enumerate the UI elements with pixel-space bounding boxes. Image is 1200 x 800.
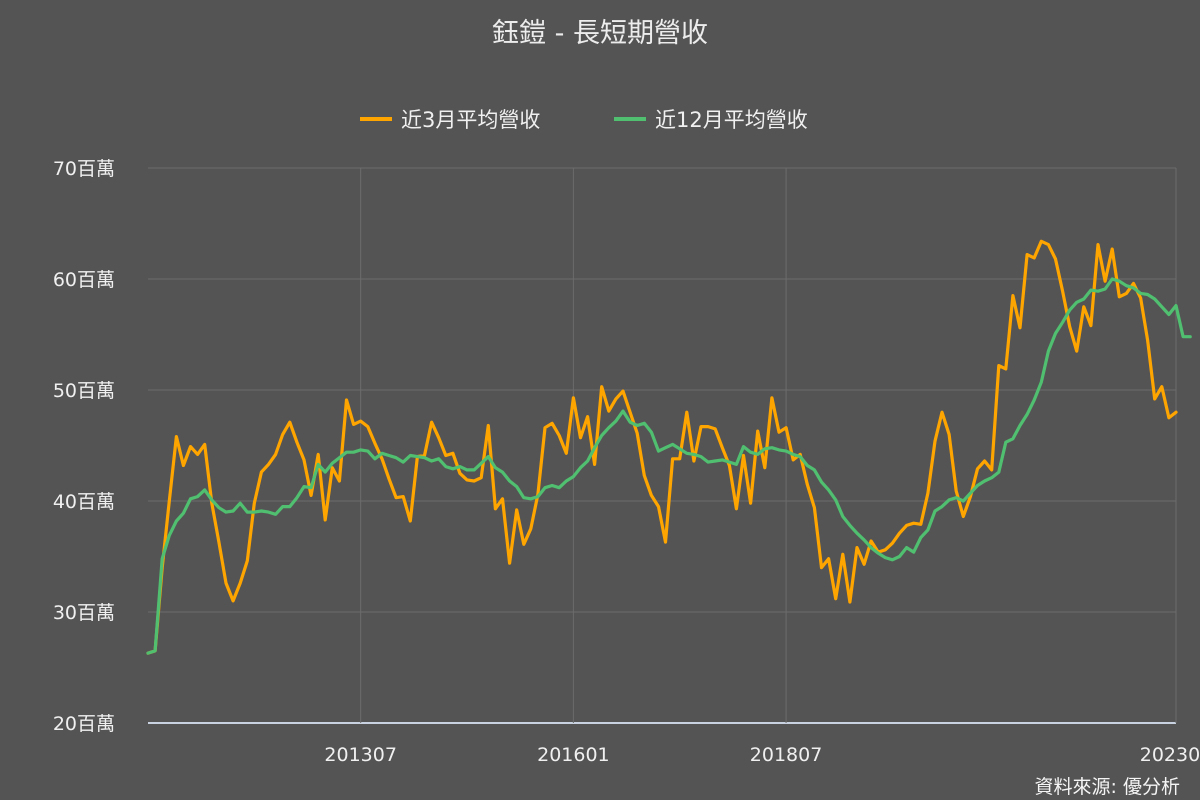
x-tick-label: 201601	[537, 744, 610, 766]
y-tick-label: 60百萬	[53, 269, 115, 291]
legend-label-12m: 近12月平均營收	[655, 108, 808, 132]
y-tick-label: 30百萬	[53, 602, 115, 624]
y-tick-label: 40百萬	[53, 491, 115, 513]
x-tick-label: 201307	[324, 744, 397, 766]
x-tick-label: 202302	[1140, 744, 1200, 766]
chart-title: 鈺鎧 - 長短期營收	[492, 18, 708, 49]
series-line-3m-average	[146, 239, 1178, 655]
y-tick-label: 50百萬	[53, 380, 115, 402]
series-line-12m-average	[146, 277, 1192, 655]
y-axis-tick-labels: 70百萬 60百萬 50百萬 40百萬 30百萬 20百萬	[53, 158, 115, 735]
grid-lines	[148, 167, 1177, 724]
legend-label-3m: 近3月平均營收	[401, 108, 540, 132]
series-lines	[146, 239, 1192, 655]
data-source-note: 資料來源: 優分析	[1035, 776, 1180, 798]
x-axis-tick-labels: 201307 201601 201807 202302	[324, 744, 1200, 766]
legend: 近3月平均營收 近12月平均營收	[360, 108, 808, 132]
y-tick-label: 20百萬	[53, 713, 115, 735]
y-tick-label: 70百萬	[53, 158, 115, 180]
x-tick-label: 201807	[750, 744, 823, 766]
